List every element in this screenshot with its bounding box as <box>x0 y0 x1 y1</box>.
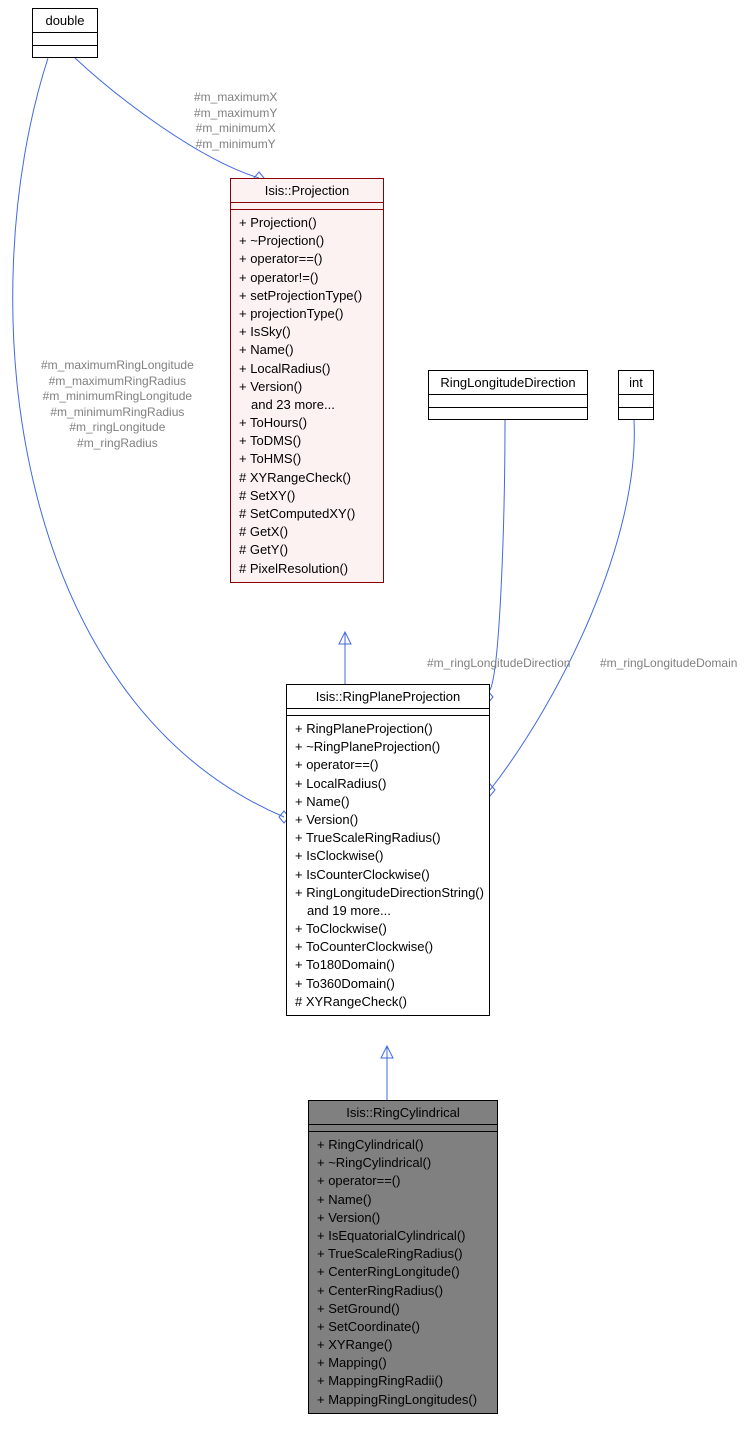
class-title: Isis::RingCylindrical <box>309 1101 497 1125</box>
class-box-ringDir: RingLongitudeDirection <box>428 370 588 420</box>
edge-label-line: #m_maximumX <box>194 90 277 106</box>
method-row: + Version() <box>295 811 481 829</box>
method-row: + operator==() <box>317 1172 489 1190</box>
class-methods: + RingPlaneProjection()+ ~RingPlaneProje… <box>287 716 489 1015</box>
method-row: + RingLongitudeDirectionString() <box>295 884 481 902</box>
method-row: # SetXY() <box>239 487 375 505</box>
method-row: # GetX() <box>239 523 375 541</box>
method-row: + RingPlaneProjection() <box>295 720 481 738</box>
edge-label-line: #m_minimumX <box>194 121 277 137</box>
method-row: + Name() <box>295 793 481 811</box>
method-row: + MappingRingLongitudes() <box>317 1391 489 1409</box>
class-title: double <box>33 9 97 33</box>
class-title: RingLongitudeDirection <box>429 371 587 395</box>
method-row: + XYRange() <box>317 1336 489 1354</box>
method-row: + Name() <box>239 341 375 359</box>
method-row: + CenterRingLongitude() <box>317 1263 489 1281</box>
class-box-double: double <box>32 8 98 58</box>
method-row: # XYRangeCheck() <box>295 993 481 1011</box>
method-row: + TrueScaleRingRadius() <box>295 829 481 847</box>
edge-label-line: #m_ringRadius <box>41 436 194 452</box>
method-row: + Mapping() <box>317 1354 489 1372</box>
edge-label-l1: #m_maximumX#m_maximumY#m_minimumX#m_mini… <box>194 90 277 152</box>
class-box-projection: Isis::Projection+ Projection()+ ~Project… <box>230 178 384 583</box>
connector-path <box>490 420 634 790</box>
method-row: + ToHMS() <box>239 450 375 468</box>
method-row: # SetComputedXY() <box>239 505 375 523</box>
edge-label-line: #m_minimumRingRadius <box>41 405 194 421</box>
method-row: + LocalRadius() <box>239 360 375 378</box>
method-row: + operator!=() <box>239 269 375 287</box>
method-row: + LocalRadius() <box>295 775 481 793</box>
edge-label-line: #m_ringLongitudeDirection <box>427 656 570 672</box>
method-row: + ~Projection() <box>239 232 375 250</box>
class-title: int <box>619 371 653 395</box>
method-row: + ToDMS() <box>239 432 375 450</box>
method-row: + ~RingCylindrical() <box>317 1154 489 1172</box>
edge-label-l2: #m_maximumRingLongitude#m_maximumRingRad… <box>41 358 194 452</box>
method-row: + To360Domain() <box>295 975 481 993</box>
method-row: + To180Domain() <box>295 956 481 974</box>
method-row: + Version() <box>239 378 375 396</box>
method-row: + projectionType() <box>239 305 375 323</box>
method-row: # GetY() <box>239 541 375 559</box>
method-row: + CenterRingRadius() <box>317 1282 489 1300</box>
method-row: + IsClockwise() <box>295 847 481 865</box>
method-row: + setProjectionType() <box>239 287 375 305</box>
edge-label-line: #m_maximumY <box>194 106 277 122</box>
edge-label-line: #m_maximumRingRadius <box>41 374 194 390</box>
method-row: + IsSky() <box>239 323 375 341</box>
edge-label-line: #m_minimumRingLongitude <box>41 389 194 405</box>
method-row: + Version() <box>317 1209 489 1227</box>
edge-label-line: #m_maximumRingLongitude <box>41 358 194 374</box>
class-methods: + Projection()+ ~Projection()+ operator=… <box>231 210 383 582</box>
method-row: + ~RingPlaneProjection() <box>295 738 481 756</box>
edge-label-l3: #m_ringLongitudeDirection <box>427 656 570 672</box>
method-row: + ToClockwise() <box>295 920 481 938</box>
method-row: + IsEquatorialCylindrical() <box>317 1227 489 1245</box>
method-row: + ToCounterClockwise() <box>295 938 481 956</box>
method-row: + operator==() <box>239 250 375 268</box>
method-row: + SetGround() <box>317 1300 489 1318</box>
class-box-ringPlane: Isis::RingPlaneProjection+ RingPlaneProj… <box>286 684 490 1016</box>
method-row: and 23 more... <box>239 396 375 414</box>
method-row: + ToHours() <box>239 414 375 432</box>
method-row: + Projection() <box>239 214 375 232</box>
method-row: # XYRangeCheck() <box>239 469 375 487</box>
edge-label-line: #m_minimumY <box>194 137 277 153</box>
method-row: + IsCounterClockwise() <box>295 866 481 884</box>
method-row: + TrueScaleRingRadius() <box>317 1245 489 1263</box>
method-row: + RingCylindrical() <box>317 1136 489 1154</box>
edge-label-l4: #m_ringLongitudeDomain <box>600 656 737 672</box>
method-row: + operator==() <box>295 756 481 774</box>
edge-label-line: #m_ringLongitude <box>41 420 194 436</box>
class-methods: + RingCylindrical()+ ~RingCylindrical()+… <box>309 1132 497 1413</box>
method-row: + Name() <box>317 1191 489 1209</box>
edge-label-line: #m_ringLongitudeDomain <box>600 656 737 672</box>
class-box-int: int <box>618 370 654 420</box>
method-row: # PixelResolution() <box>239 560 375 578</box>
method-row: + SetCoordinate() <box>317 1318 489 1336</box>
class-box-ringCyl: Isis::RingCylindrical+ RingCylindrical()… <box>308 1100 498 1414</box>
class-title: Isis::Projection <box>231 179 383 203</box>
connector-path <box>490 420 505 690</box>
class-title: Isis::RingPlaneProjection <box>287 685 489 709</box>
method-row: + MappingRingRadii() <box>317 1372 489 1390</box>
method-row: and 19 more... <box>295 902 481 920</box>
